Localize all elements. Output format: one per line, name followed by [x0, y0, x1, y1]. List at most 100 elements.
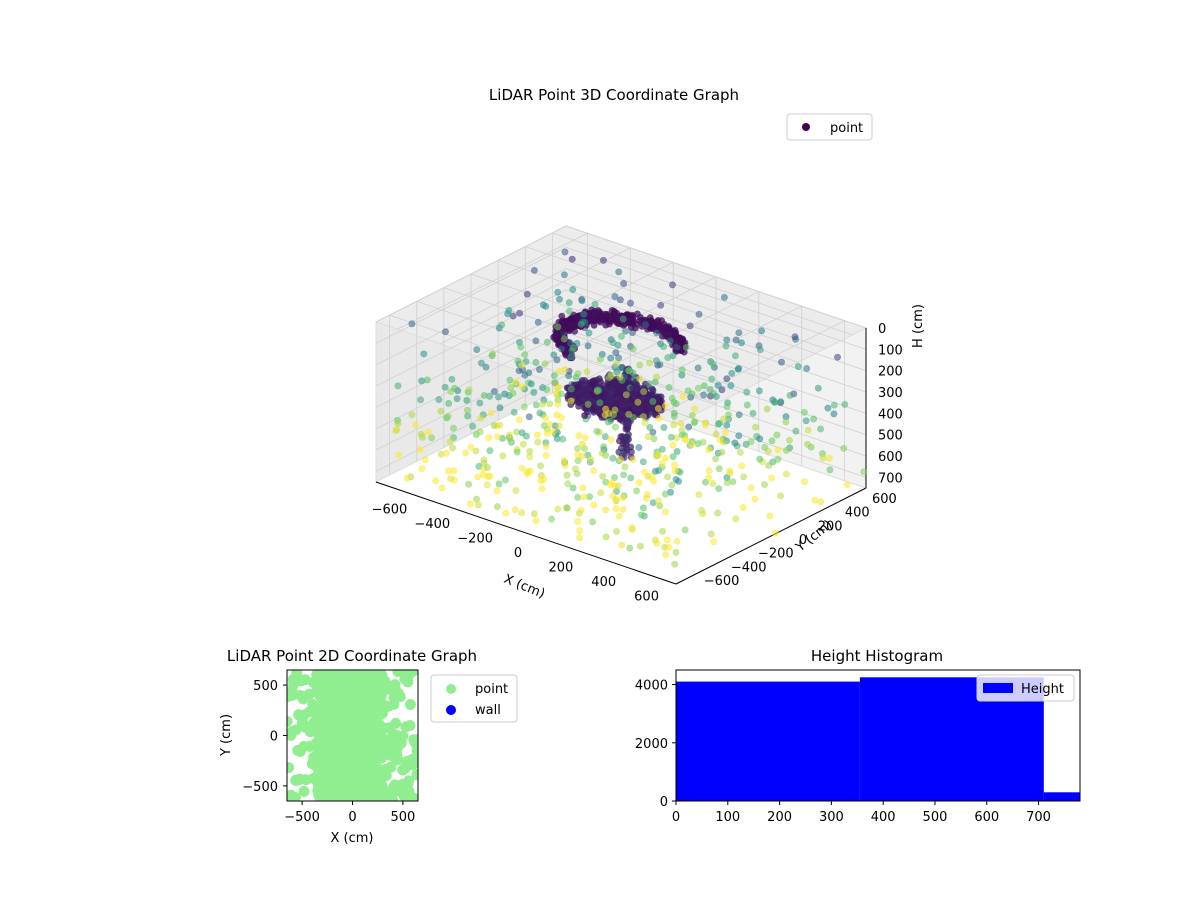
point-marker	[662, 551, 670, 559]
point-marker	[578, 440, 586, 448]
y-tick-label: 500	[253, 679, 278, 694]
point-marker	[668, 281, 676, 289]
point-marker	[555, 422, 563, 430]
point-marker	[538, 485, 546, 493]
point-marker	[645, 359, 653, 367]
point-marker	[388, 746, 400, 758]
point-marker	[287, 762, 295, 774]
point-marker	[432, 477, 440, 485]
point-marker	[473, 495, 481, 503]
point-marker	[555, 295, 563, 303]
point-marker	[515, 416, 523, 424]
point-marker	[724, 411, 732, 419]
point-marker	[760, 481, 768, 489]
histogram-frame	[675, 669, 1081, 802]
point-marker	[609, 339, 617, 347]
point-marker	[561, 248, 569, 256]
point-marker	[824, 404, 832, 412]
point-marker	[658, 445, 666, 453]
point-marker	[483, 463, 491, 471]
point-marker	[517, 343, 525, 351]
point-marker	[563, 504, 571, 512]
point-marker	[590, 501, 598, 509]
y-tick-label: 0	[660, 795, 668, 810]
point-marker	[646, 314, 654, 322]
point-marker	[768, 437, 776, 445]
point-marker	[637, 404, 645, 412]
point-marker	[671, 560, 679, 568]
point-marker	[360, 759, 371, 771]
grid-line	[375, 225, 567, 323]
point-marker	[506, 376, 514, 384]
point-marker	[709, 360, 717, 368]
plot-2d-points	[287, 670, 418, 801]
point-marker	[537, 477, 545, 485]
point-marker	[338, 750, 350, 762]
point-marker	[714, 381, 722, 389]
point-marker	[642, 494, 650, 502]
x-tick-label: −600	[372, 502, 408, 517]
point-marker	[496, 404, 504, 412]
point-marker	[509, 389, 517, 397]
point-marker	[736, 448, 744, 456]
point-marker	[747, 484, 755, 492]
point-marker	[622, 327, 630, 335]
point-marker	[667, 433, 675, 441]
point-marker	[554, 505, 562, 513]
point-marker	[438, 484, 446, 492]
point-marker	[577, 506, 585, 514]
grid-line	[375, 353, 567, 451]
point-marker	[395, 451, 403, 459]
point-marker	[564, 480, 572, 488]
y-tick-label: −400	[731, 560, 767, 575]
z-tick-label: 500	[878, 429, 903, 444]
point-marker	[671, 467, 679, 475]
grid-line	[565, 310, 867, 414]
point-marker	[525, 369, 533, 377]
point-marker	[578, 297, 586, 305]
y-axis-line	[675, 487, 867, 585]
point-marker	[817, 498, 825, 506]
point-marker	[774, 455, 782, 463]
point-marker	[655, 414, 663, 422]
point-marker	[756, 346, 764, 354]
point-marker	[403, 670, 415, 680]
point-marker	[298, 741, 310, 752]
point-marker	[637, 511, 645, 519]
point-marker	[321, 693, 333, 705]
grid-line	[375, 246, 567, 344]
point-marker	[641, 321, 649, 329]
point-marker	[486, 447, 494, 455]
point-marker	[576, 534, 584, 542]
point-marker	[610, 474, 618, 482]
point-marker	[565, 299, 573, 307]
point-marker	[826, 466, 834, 474]
point-marker	[393, 688, 405, 700]
point-marker	[365, 709, 377, 720]
point-marker	[368, 678, 380, 690]
grid-line	[375, 289, 567, 387]
point-marker	[373, 691, 385, 703]
point-marker	[584, 342, 592, 350]
point-marker	[616, 455, 624, 463]
point-marker	[574, 493, 582, 501]
point-marker	[644, 433, 652, 441]
point-marker	[437, 407, 445, 415]
point-marker	[720, 293, 728, 301]
x-tick-label: 0	[672, 810, 680, 825]
point-marker	[474, 501, 482, 509]
point-marker	[467, 443, 475, 451]
point-marker	[287, 686, 296, 698]
x-tick-label: 600	[974, 810, 999, 825]
point-marker	[303, 688, 315, 700]
point-marker	[532, 337, 540, 345]
point-marker	[518, 383, 526, 391]
point-marker	[523, 290, 531, 298]
point-marker	[389, 779, 401, 791]
point-marker	[659, 527, 667, 535]
point-marker	[360, 781, 372, 793]
point-marker	[660, 423, 668, 431]
point-marker	[568, 255, 576, 263]
x-tick-label: 200	[767, 810, 792, 825]
point-marker	[560, 335, 568, 343]
